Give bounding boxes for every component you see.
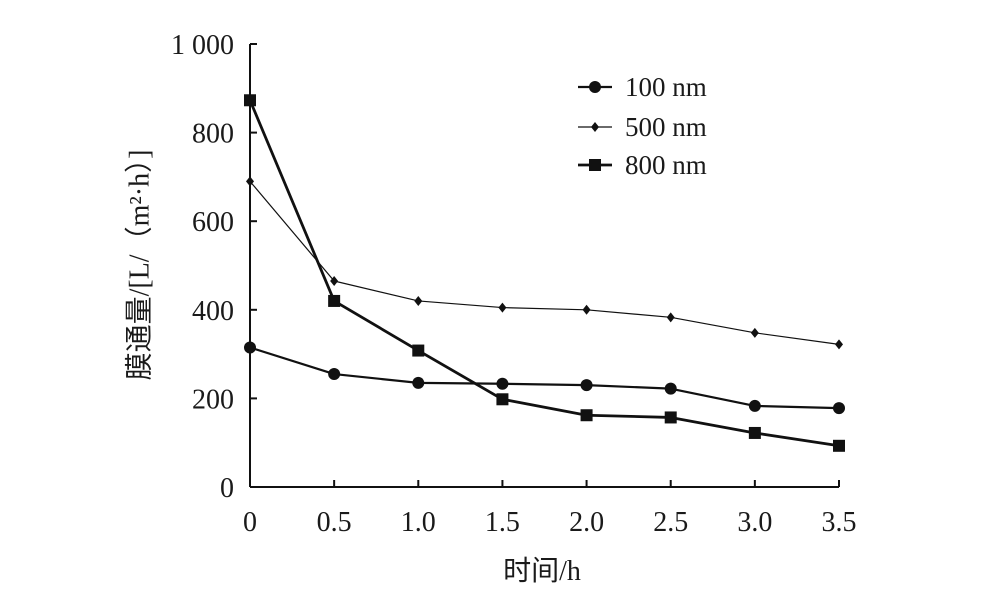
- x-tick-label: 2.5: [653, 507, 688, 538]
- series-100-nm: [244, 341, 845, 415]
- legend-item-100-nm: 100 nm: [578, 72, 707, 102]
- data-point-500-nm: [498, 302, 507, 313]
- y-tick-label: 400: [192, 296, 234, 327]
- series-layer: [244, 94, 845, 452]
- data-point-800-nm: [748, 426, 761, 439]
- data-point-800-nm: [496, 393, 509, 406]
- data-point-800-nm: [580, 409, 593, 422]
- data-point-100-nm: [664, 382, 677, 395]
- x-tick-label: 1.5: [485, 507, 520, 538]
- y-tick-label: 0: [220, 473, 234, 504]
- data-point-500-nm: [750, 327, 759, 338]
- data-point-500-nm: [582, 304, 591, 315]
- y-axis-title: 膜通量/[L/（m²·h）]: [124, 150, 156, 381]
- data-point-800-nm: [664, 411, 677, 424]
- legend-label: 800 nm: [625, 150, 707, 180]
- x-tick-label: 1.0: [401, 507, 436, 538]
- series-800-nm: [244, 94, 845, 452]
- data-point-100-nm: [496, 377, 509, 390]
- data-point-800-nm: [412, 344, 425, 357]
- data-point-800-nm: [328, 294, 341, 307]
- y-tick-label: 1 000: [171, 30, 234, 61]
- series-line-100-nm: [249, 346, 840, 410]
- series-line-500-nm: [249, 180, 840, 345]
- legend-item-500-nm: 500 nm: [578, 112, 707, 142]
- legend-label: 100 nm: [625, 72, 707, 102]
- data-point-800-nm: [244, 94, 256, 107]
- data-point-500-nm: [835, 339, 843, 350]
- series-line-800-nm: [248, 99, 840, 448]
- legend-item-800-nm: 800 nm: [578, 150, 707, 180]
- y-tick-label: 800: [192, 119, 234, 150]
- legend-marker-diamond-icon: [591, 122, 599, 132]
- y-tick-label: 200: [192, 384, 234, 415]
- data-point-100-nm: [412, 376, 425, 389]
- legend-marker-square-icon: [589, 159, 601, 171]
- x-tick-label: 3.0: [737, 507, 772, 538]
- data-point-500-nm: [666, 312, 675, 323]
- x-axis-title: 时间/h: [503, 555, 581, 587]
- data-point-500-nm: [246, 176, 254, 187]
- x-tick-label: 0: [243, 507, 257, 538]
- data-point-800-nm: [833, 439, 845, 452]
- data-point-100-nm: [833, 402, 845, 415]
- series-500-nm: [246, 176, 843, 350]
- legend-label: 500 nm: [625, 112, 707, 142]
- data-point-100-nm: [748, 399, 761, 412]
- data-point-100-nm: [244, 341, 256, 354]
- data-point-500-nm: [330, 276, 339, 287]
- data-point-500-nm: [414, 295, 423, 306]
- legend: 100 nm 500 nm 800 nm: [578, 72, 707, 180]
- x-tick-label: 3.5: [822, 507, 857, 538]
- y-tick-label: 600: [192, 207, 234, 238]
- data-point-100-nm: [328, 368, 341, 381]
- x-tick-label: 2.0: [569, 507, 604, 538]
- x-tick-label: 0.5: [317, 507, 352, 538]
- data-point-100-nm: [580, 379, 593, 392]
- legend-marker-circle-icon: [589, 81, 601, 93]
- axes: 0 200 400 600 800 1 000 0 0.5 1.0 1.5 2.0 2.5 3.0 3.5: [171, 30, 857, 538]
